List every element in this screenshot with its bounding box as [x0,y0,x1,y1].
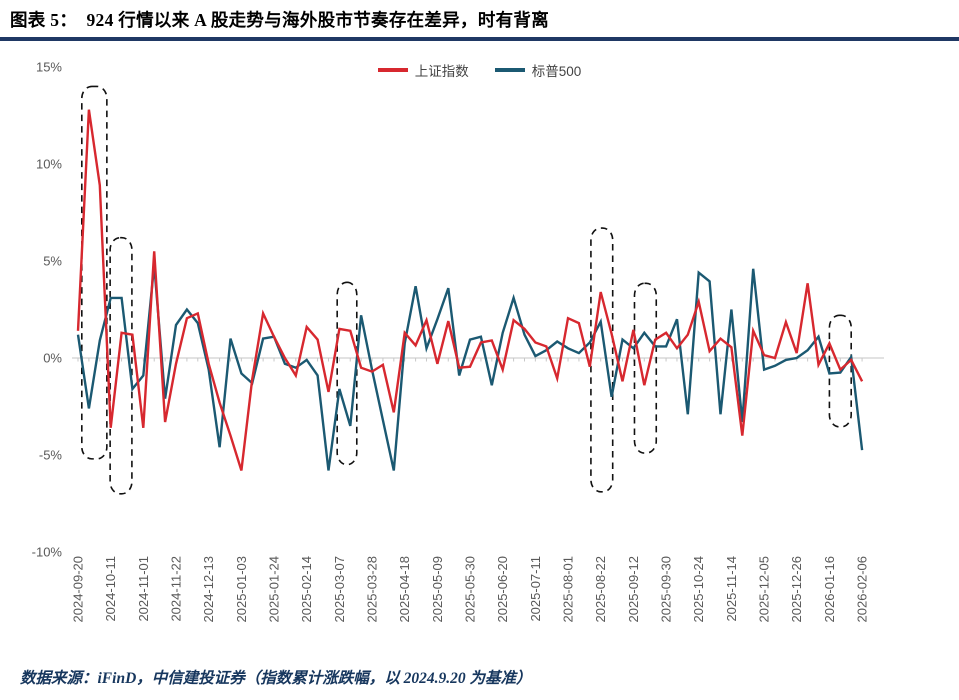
series-line-上证指数 [76,109,864,471]
divergence-annotation-box [336,281,358,466]
spx-line-swatch-icon [494,68,525,72]
x-axis-tick-label: 2025-01-24 [266,556,281,623]
x-axis-tick-label: 2025-07-11 [528,556,543,622]
legend-item-sse: 上证指数 [377,60,469,80]
page-title: 图表 5： 924 行情以来 A 股走势与海外股市节奏存在差异，时有背离 [10,10,550,30]
y-axis-tick-label: -10% [32,545,63,560]
x-axis-tick-label: 2025-09-30 [658,556,673,623]
x-axis-tick-label: 2025-11-14 [724,556,739,622]
x-axis-tick-label: 2025-02-14 [299,556,314,623]
x-axis-tick-label: 2025-06-20 [495,556,510,623]
y-axis-tick-label: -5% [39,448,63,463]
legend-item-spx: 标普500 [494,60,582,80]
legend-label-spx: 标普500 [531,64,582,79]
y-axis-tick-label: 15% [36,60,62,75]
divergence-annotation-box [633,282,658,454]
x-axis-tick-label: 2025-03-28 [364,556,379,623]
x-axis-tick-label: 2025-05-30 [462,556,477,623]
divergence-annotation-box [81,85,108,460]
legend-label-sse: 上证指数 [414,64,469,79]
x-axis-tick-label: 2026-01-16 [822,556,837,623]
data-source-note: 数据来源：iFinD，中信建投证券（指数累计涨跌幅，以 2024.9.20 为基… [20,670,532,687]
y-axis-tick-label: 0% [43,351,62,366]
x-axis-tick-label: 2025-01-03 [234,556,249,623]
y-axis-tick-label: 10% [36,157,62,172]
sse-line-swatch-icon [377,68,408,72]
divergence-annotation-box [109,236,133,495]
chart-legend: 上证指数 标普500 [0,60,959,80]
series-line-标普500 [76,264,864,471]
x-axis-tick-label: 2026-02-06 [855,556,870,623]
title-underline-rule [0,37,959,41]
x-axis-tick-label: 2025-12-26 [789,556,804,623]
x-axis-tick-label: 2025-09-12 [626,556,641,623]
x-axis-tick-label: 2025-05-09 [430,556,445,623]
x-axis-tick-label: 2024-11-01 [136,556,151,622]
x-axis-tick-label: 2025-08-01 [560,556,575,623]
x-axis-tick-label: 2024-12-13 [201,556,216,623]
x-axis-tick-label: 2025-03-07 [332,556,347,623]
x-axis-tick-label: 2025-12-05 [756,556,771,623]
x-axis-tick-label: 2024-11-22 [168,556,183,622]
chart-canvas: 15% 10% 5% 0% -5% -10% 2024-09-20 2024-10-11 202… [32,60,884,623]
x-axis-tick-label: 2025-04-18 [397,556,412,623]
x-axis-tick-label: 2025-08-22 [593,556,608,623]
x-axis-tick-label: 2024-09-20 [70,556,85,623]
x-axis-tick-label: 2025-10-24 [691,556,706,623]
x-axis-tick-label: 2024-10-11 [103,556,118,622]
divergence-annotation-box [590,227,614,493]
y-axis-tick-label: 5% [43,254,62,269]
